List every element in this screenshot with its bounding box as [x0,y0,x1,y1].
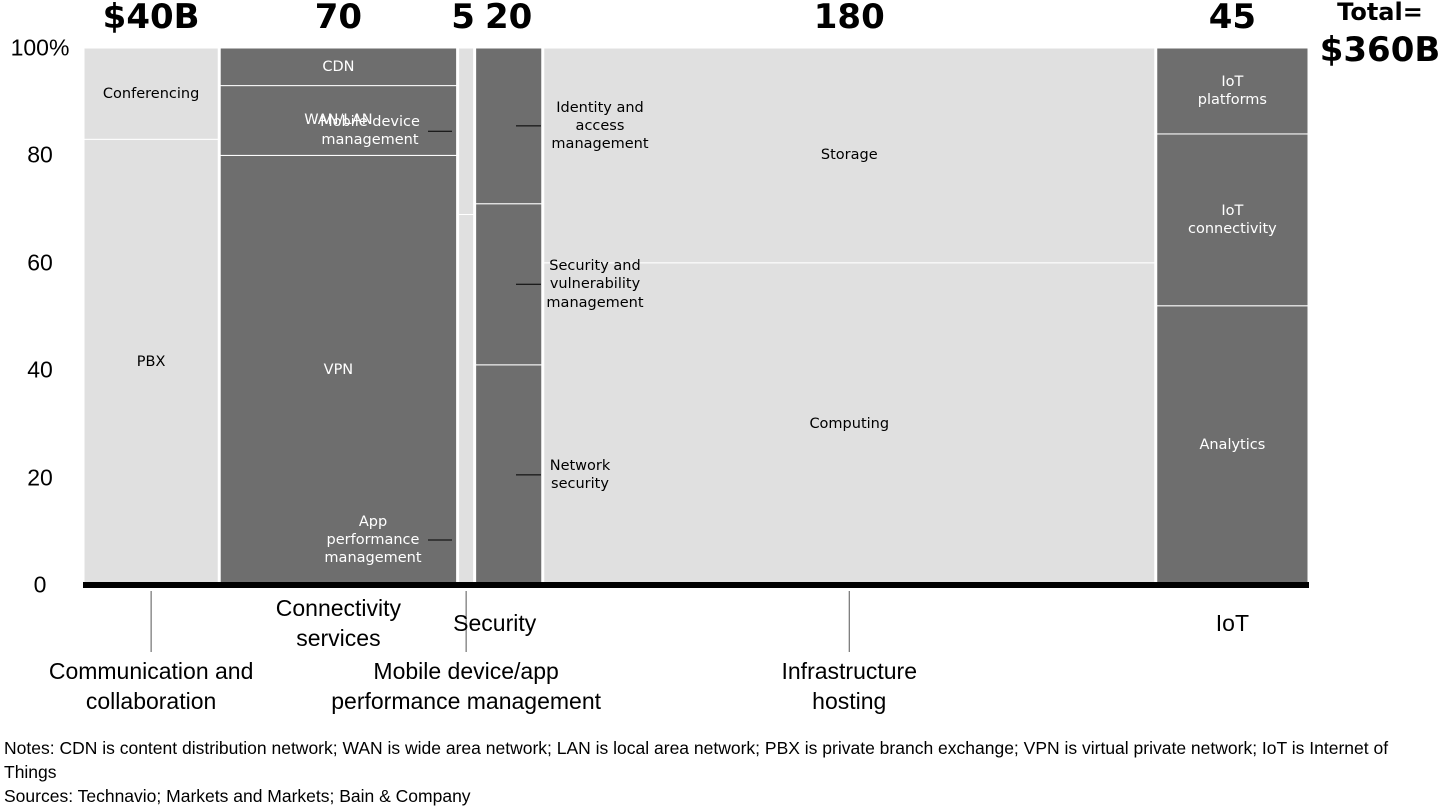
column-value-label: 45 [1208,0,1257,37]
segment-label: IoT connectivity [1188,202,1277,237]
segment-label: Mobile device management [320,114,420,149]
segment-label: WAN/LAN [304,112,373,129]
segment-label: PBX [136,354,166,371]
segment-label: CDN [322,58,355,75]
column-value-label: 5 [451,0,475,37]
y-tick-label: 0 [33,571,47,598]
y-tick-label: 80 [27,142,53,169]
column-value-label: 180 [813,0,885,37]
segment-label: App performance management [324,513,422,567]
y-tick-label: 40 [27,356,53,383]
segment-label: Conferencing [102,85,200,102]
segment-label: IoT platforms [1197,73,1267,108]
segment-label: Network security [549,457,611,492]
segment [1156,47,1309,135]
segment-label: Security and vulnerability management [546,258,644,311]
segment [458,47,475,215]
segment [83,47,219,140]
category-label: Communication and collaboration [48,658,254,714]
category-label: Infrastructure hosting [781,658,918,714]
segment [1156,305,1309,586]
notes: Notes: CDN is content distribution netwo… [4,738,1389,782]
segment [458,213,475,586]
total-value: $360B [1319,29,1440,70]
segment-label: Storage [820,147,878,164]
y-tick-label: 20 [27,464,53,491]
total-label: Total= [1337,0,1423,26]
column-value-label: 70 [314,0,363,37]
category-label: Mobile device/app performance management [331,658,602,714]
column-value-label: $40B [102,0,200,37]
column-value-label: 20 [485,0,533,37]
sources: Sources: Technavio; Markets and Markets;… [4,786,471,806]
segment [219,85,458,156]
segment-label: Analytics [1199,437,1266,454]
segment-label: VPN [323,362,354,379]
segment-label: Computing [809,415,890,432]
segment [219,47,458,87]
segment [1156,133,1309,307]
y-tick-label: 60 [27,249,53,276]
y-tick-label: 100% [10,34,70,61]
segment-label: Identity and access management [551,99,649,152]
segment [543,47,1156,264]
segment [83,138,219,586]
category-label: Security [453,610,537,636]
segment [543,262,1156,586]
category-label: Connectivity services [275,595,402,651]
category-label: IoT [1215,610,1249,636]
